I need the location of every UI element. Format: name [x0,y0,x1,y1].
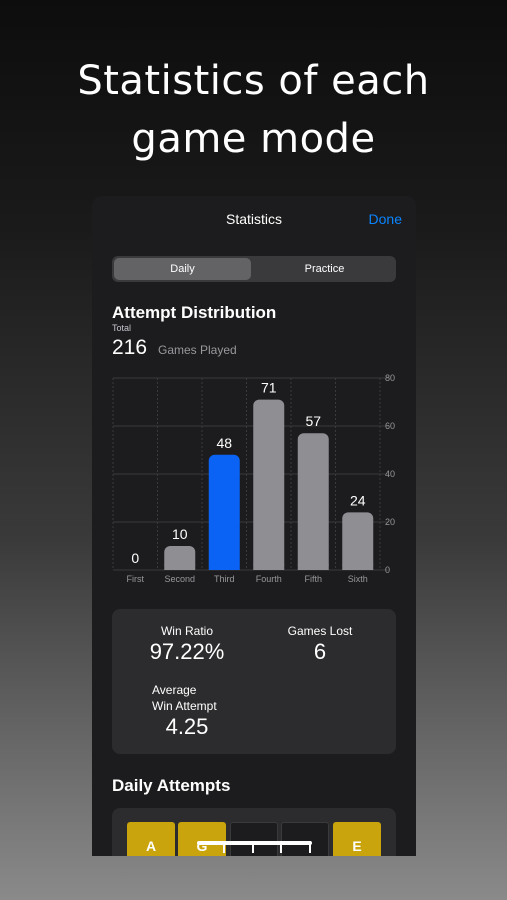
done-button[interactable]: Done [368,211,402,227]
handle-tick [309,841,311,853]
bar-base-fourth [253,564,285,570]
y-tick-label: 40 [385,469,395,479]
category-label: First [127,574,145,584]
bar-value-label: 48 [216,435,232,451]
category-label: Second [164,574,195,584]
bar-third [208,454,240,570]
win-ratio-value: 97.22% [149,639,225,664]
segment-practice[interactable]: Practice [304,263,345,275]
handle-tick [280,841,282,853]
statistics-screen: Statistics Done Daily Practice Attempt D… [92,196,416,856]
bar-fifth [297,433,329,570]
nav-title: Statistics [225,211,282,227]
y-tick-label: 20 [385,517,395,527]
attempt-tile: A [127,822,175,856]
category-label: Sixth [348,574,368,584]
y-tick-label: 80 [385,373,395,383]
bar-base-third [208,564,240,570]
bar-value-label: 57 [305,413,321,429]
games-lost-label: Games Lost [287,624,353,638]
attempt-tile [281,822,329,856]
category-label: Fourth [256,574,282,584]
total-label: Total [112,323,132,333]
avg-win-attempt-value: 4.25 [165,714,209,739]
attempt-tile [230,822,278,856]
daily-attempts-title: Daily Attempts [112,776,231,795]
bar-value-label: 0 [131,550,139,566]
headline-line-2: game mode [131,116,376,162]
y-tick-label: 0 [385,565,390,575]
bar-sixth [342,512,374,570]
promo-headline: Statistics of each game mode [0,52,507,168]
attempt-tile: G [178,822,226,856]
bar-value-label: 24 [350,492,366,508]
distribution-title: Attempt Distribution [112,303,277,322]
attempt-distribution-chart: 0 20 40 60 80 0 First 10 Second 48 Third 71 Fourth 57… [112,373,395,584]
avg-label-line-1: Average [152,683,197,697]
mode-segmented-control: Daily Practice [112,256,396,282]
avg-win-attempt-label: Average Win Attempt [152,682,217,714]
stats-summary-card: Win Ratio 97.22% Games Lost 6 Average Wi… [112,609,396,754]
segment-daily[interactable]: Daily [114,258,251,280]
daily-attempts-card: A G E [112,808,396,856]
total-games-value: 216 [112,336,148,359]
headline-line-1: Statistics of each [77,58,430,104]
games-lost-value: 6 [313,639,327,664]
bar-value-label: 71 [261,380,277,396]
bar-base-second [164,564,196,570]
scroll-handle[interactable] [197,841,312,845]
attempt-tile: E [333,822,381,856]
bar-base-sixth [342,564,374,570]
bar-value-label: 10 [172,526,188,542]
total-games-caption: Games Played [158,343,237,357]
handle-tick [223,841,225,853]
bar-base-fifth [297,564,329,570]
category-label: Fifth [304,574,322,584]
handle-tick [252,841,254,853]
win-ratio-label: Win Ratio [160,624,213,638]
bar-fourth [253,399,285,570]
avg-label-line-2: Win Attempt [152,699,217,713]
category-label: Third [214,574,235,584]
y-tick-label: 60 [385,421,395,431]
